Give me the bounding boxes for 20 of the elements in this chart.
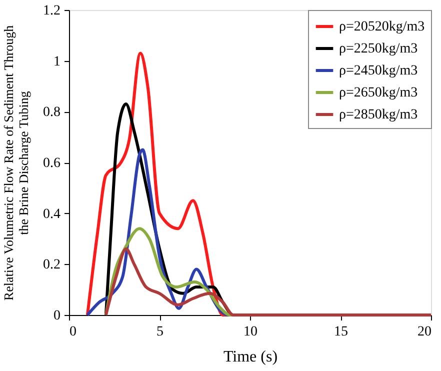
x-tick-label: 10 <box>244 324 258 340</box>
y-tick-label: 1.2 <box>43 4 60 18</box>
x-tick-label: 15 <box>334 324 348 340</box>
legend-label: ρ=2250kg/m3 <box>339 42 418 56</box>
y-tick-label: 1 <box>54 54 60 70</box>
y-tick-label: 0 <box>54 308 60 324</box>
line-series <box>104 247 432 316</box>
y-tick-label: 0.4 <box>43 206 60 222</box>
y-tick-label: 0.2 <box>43 258 60 273</box>
y-axis-title: Relative Volumetric Flow Rate of Sediment Through the Brine Discharge Tubing <box>1 24 31 301</box>
y-tick-label: 0.6 <box>43 156 60 171</box>
legend-label: ρ=2650kg/m3 <box>339 86 418 100</box>
legend-label: ρ=2850kg/m3 <box>339 108 418 122</box>
x-axis-title: Time (s) <box>223 348 278 366</box>
x-tick-label: 20 <box>418 324 432 340</box>
legend-label: ρ=20520kg/m3 <box>339 20 425 34</box>
x-tick-label: 0 <box>70 324 76 340</box>
legend-label: ρ=2450kg/m3 <box>339 64 418 78</box>
x-tick-label: 5 <box>156 324 164 340</box>
y-tick-label: 0.8 <box>43 105 60 120</box>
